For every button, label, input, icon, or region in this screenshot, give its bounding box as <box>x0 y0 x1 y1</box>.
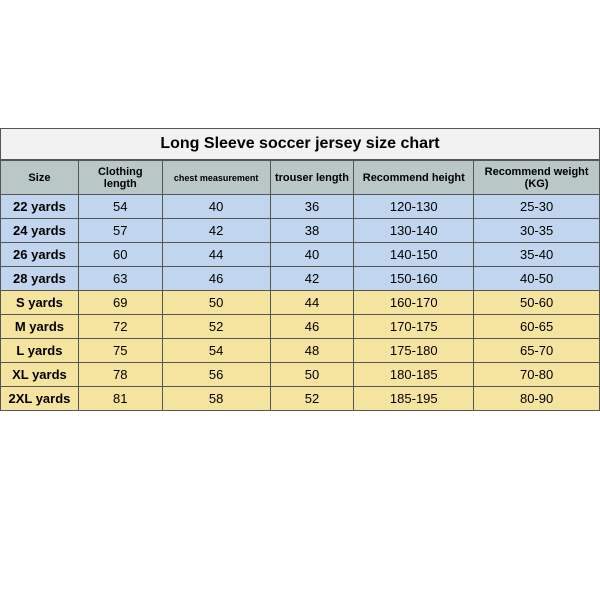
table-header: Size Clothing length chest measurement t… <box>1 161 600 195</box>
cell-weight: 50-60 <box>474 291 600 315</box>
table-row: 26 yards604440140-15035-40 <box>1 243 600 267</box>
cell-clothing: 69 <box>78 291 162 315</box>
cell-clothing: 54 <box>78 195 162 219</box>
cell-weight: 60-65 <box>474 315 600 339</box>
cell-weight: 80-90 <box>474 387 600 411</box>
cell-size: L yards <box>1 339 79 363</box>
cell-height: 175-180 <box>354 339 474 363</box>
cell-trouser: 46 <box>270 315 354 339</box>
cell-clothing: 72 <box>78 315 162 339</box>
table-row: 28 yards634642150-16040-50 <box>1 267 600 291</box>
cell-size: 2XL yards <box>1 387 79 411</box>
cell-weight: 30-35 <box>474 219 600 243</box>
cell-size: XL yards <box>1 363 79 387</box>
cell-trouser: 50 <box>270 363 354 387</box>
page: Long Sleeve soccer jersey size chart Siz… <box>0 0 600 600</box>
size-table: Size Clothing length chest measurement t… <box>0 160 600 411</box>
cell-chest: 40 <box>162 195 270 219</box>
col-trouser: trouser length <box>270 161 354 195</box>
table-row: S yards695044160-17050-60 <box>1 291 600 315</box>
chart-title: Long Sleeve soccer jersey size chart <box>0 128 600 160</box>
cell-trouser: 36 <box>270 195 354 219</box>
cell-clothing: 75 <box>78 339 162 363</box>
cell-weight: 65-70 <box>474 339 600 363</box>
cell-height: 150-160 <box>354 267 474 291</box>
cell-height: 160-170 <box>354 291 474 315</box>
col-chest: chest measurement <box>162 161 270 195</box>
table-row: 2XL yards815852185-19580-90 <box>1 387 600 411</box>
col-size: Size <box>1 161 79 195</box>
cell-clothing: 60 <box>78 243 162 267</box>
cell-chest: 54 <box>162 339 270 363</box>
cell-height: 180-185 <box>354 363 474 387</box>
cell-chest: 46 <box>162 267 270 291</box>
cell-trouser: 52 <box>270 387 354 411</box>
cell-size: 28 yards <box>1 267 79 291</box>
cell-clothing: 63 <box>78 267 162 291</box>
cell-chest: 42 <box>162 219 270 243</box>
cell-chest: 56 <box>162 363 270 387</box>
cell-chest: 44 <box>162 243 270 267</box>
cell-weight: 70-80 <box>474 363 600 387</box>
cell-trouser: 44 <box>270 291 354 315</box>
table-body: 22 yards544036120-13025-3024 yards574238… <box>1 195 600 411</box>
cell-height: 170-175 <box>354 315 474 339</box>
cell-weight: 40-50 <box>474 267 600 291</box>
cell-clothing: 57 <box>78 219 162 243</box>
table-row: 24 yards574238130-14030-35 <box>1 219 600 243</box>
cell-weight: 25-30 <box>474 195 600 219</box>
cell-size: 26 yards <box>1 243 79 267</box>
cell-trouser: 40 <box>270 243 354 267</box>
cell-height: 185-195 <box>354 387 474 411</box>
cell-weight: 35-40 <box>474 243 600 267</box>
table-row: M yards725246170-17560-65 <box>1 315 600 339</box>
cell-trouser: 42 <box>270 267 354 291</box>
cell-chest: 50 <box>162 291 270 315</box>
cell-height: 130-140 <box>354 219 474 243</box>
cell-clothing: 81 <box>78 387 162 411</box>
col-weight: Recommend weight (KG) <box>474 161 600 195</box>
size-chart: Long Sleeve soccer jersey size chart Siz… <box>0 128 600 411</box>
table-row: 22 yards544036120-13025-30 <box>1 195 600 219</box>
cell-size: M yards <box>1 315 79 339</box>
cell-size: S yards <box>1 291 79 315</box>
table-row: L yards755448175-18065-70 <box>1 339 600 363</box>
cell-chest: 58 <box>162 387 270 411</box>
cell-chest: 52 <box>162 315 270 339</box>
cell-size: 24 yards <box>1 219 79 243</box>
cell-clothing: 78 <box>78 363 162 387</box>
col-height: Recommend height <box>354 161 474 195</box>
col-clothing: Clothing length <box>78 161 162 195</box>
cell-trouser: 48 <box>270 339 354 363</box>
cell-size: 22 yards <box>1 195 79 219</box>
table-row: XL yards785650180-18570-80 <box>1 363 600 387</box>
cell-height: 140-150 <box>354 243 474 267</box>
cell-trouser: 38 <box>270 219 354 243</box>
cell-height: 120-130 <box>354 195 474 219</box>
